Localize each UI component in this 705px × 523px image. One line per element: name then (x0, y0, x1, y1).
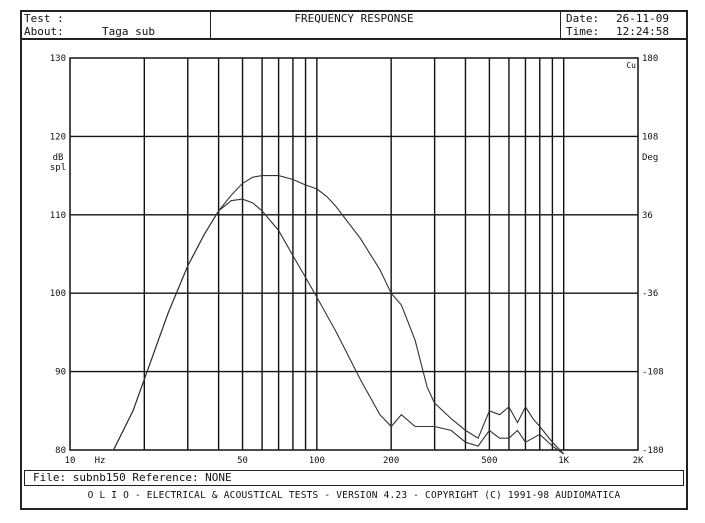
date-value: 26-11-09 (616, 12, 669, 25)
y-tick-label: 120 (50, 132, 66, 142)
x-tick-label: 10 (65, 456, 76, 466)
x-tick-label: 200 (383, 456, 399, 466)
y-axis-label: dB (53, 153, 64, 163)
x-tick-label: 500 (481, 456, 497, 466)
time-label: Time: (566, 25, 600, 38)
header-divider (210, 12, 211, 38)
date-label: Date: (566, 12, 600, 25)
y2-tick-label: -180 (642, 446, 664, 456)
x-tick-label: 100 (309, 456, 325, 466)
copyright-line: O L I O - ELECTRICAL & ACOUSTICAL TESTS … (87, 490, 621, 501)
cursor-label: Cu (626, 61, 636, 70)
y-tick-label: 100 (50, 289, 66, 299)
header-divider (560, 12, 561, 38)
x-tick-label: 50 (237, 456, 248, 466)
time-value: 12:24:58 (616, 25, 669, 38)
plot-area (69, 57, 639, 451)
test-label: Test : (24, 12, 64, 25)
y2-tick-label: -36 (642, 289, 658, 299)
y2-tick-label: 180 (642, 54, 658, 64)
about-value: Taga sub (102, 25, 155, 38)
x-unit-label: Hz (95, 456, 106, 466)
y-tick-label: 130 (50, 54, 66, 64)
y2-tick-label: -108 (642, 368, 664, 378)
y-tick-label: 80 (55, 446, 66, 456)
x-tick-label: 1K (558, 456, 569, 466)
report-header: Test : FREQUENCY RESPONSE Date: 26-11-09… (20, 10, 688, 38)
y-axis-label: spl (50, 163, 66, 173)
y2-tick-label: 108 (642, 132, 658, 142)
y2-axis-label: Deg (642, 153, 658, 163)
file-info-bar: File: subnb150 Reference: NONE (24, 470, 684, 486)
y2-tick-label: 36 (642, 211, 653, 221)
about-label: About: (24, 25, 64, 38)
response-curve-2 (113, 198, 565, 455)
y-tick-label: 110 (50, 211, 66, 221)
chart-title: FREQUENCY RESPONSE (294, 12, 414, 25)
response-curve-1 (113, 175, 565, 455)
instrument-frame (20, 10, 688, 510)
file-info: File: subnb150 Reference: NONE (33, 471, 232, 484)
y-tick-label: 90 (55, 368, 66, 378)
header-separator (22, 38, 686, 40)
x-tick-label: 2K (633, 456, 644, 466)
